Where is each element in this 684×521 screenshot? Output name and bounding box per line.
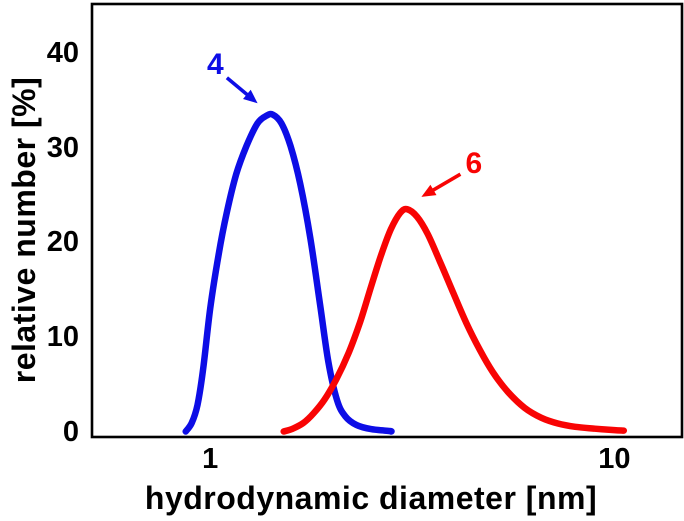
plot-frame — [90, 2, 684, 439]
y-tick-label-40: 40 — [46, 37, 79, 70]
x-tick-label-1: 1 — [202, 443, 219, 475]
y-tick-label-30: 30 — [46, 131, 79, 164]
curve-6-annotation-label: 6 — [465, 146, 483, 180]
curve-6-annotation-arrowhead — [421, 184, 437, 197]
curve-4 — [182, 110, 395, 435]
curve-6 — [280, 205, 628, 435]
curve-4-annotation-arrowhead — [243, 89, 258, 104]
curve-6-annotation-arrow — [429, 172, 462, 193]
y-tick-label-10: 10 — [46, 320, 79, 353]
x-axis-label: hydrodynamic diameter [nm] — [144, 480, 598, 516]
y-tick-label-0: 0 — [62, 415, 79, 448]
curve-4-annotation-label: 4 — [207, 48, 224, 82]
x-tick-label-10: 10 — [598, 443, 631, 475]
curve-4-annotation-arrow — [225, 76, 251, 98]
y-tick-label-20: 20 — [46, 226, 79, 259]
